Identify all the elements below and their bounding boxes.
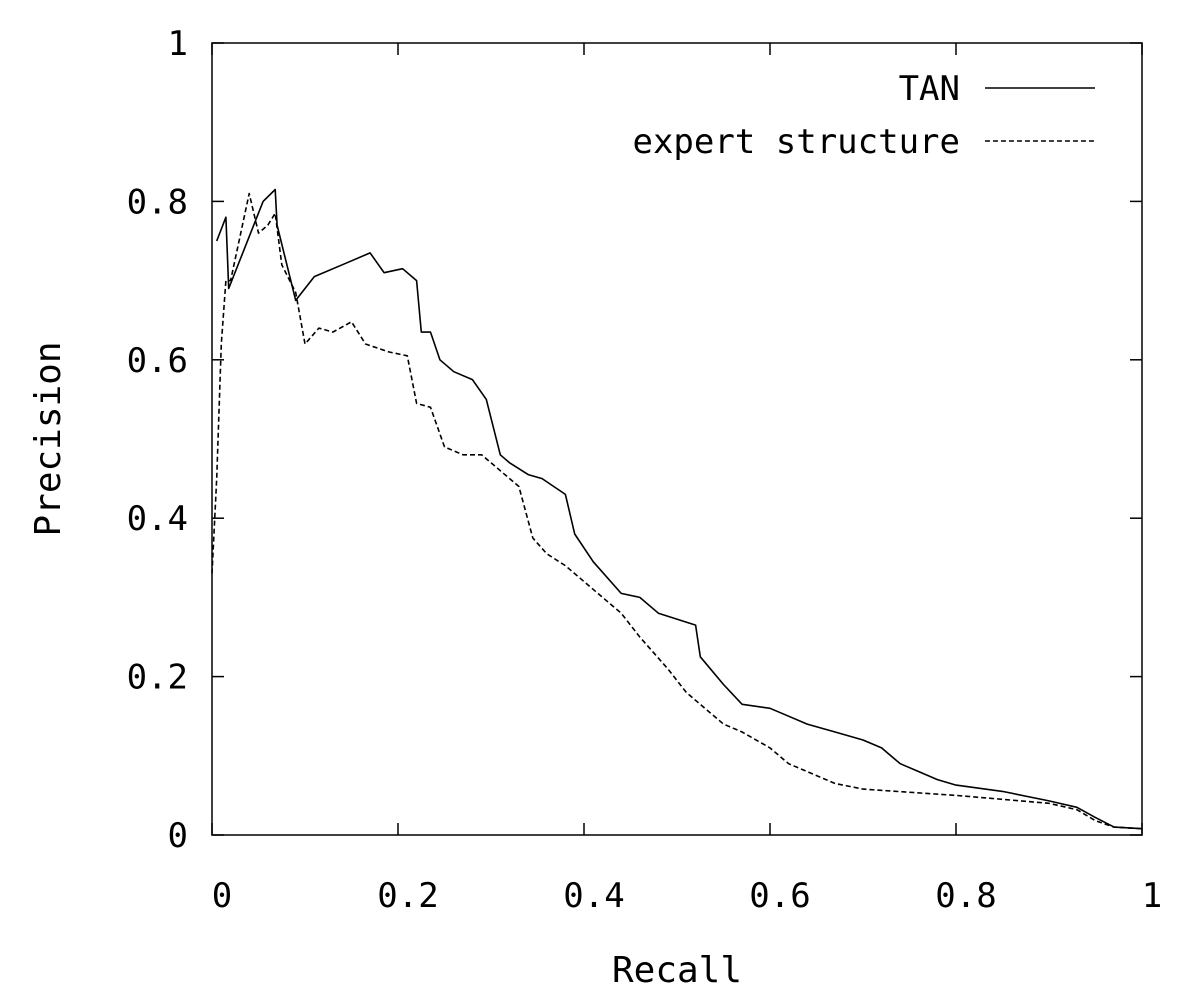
x-tick-label: 0.2 bbox=[377, 876, 438, 916]
axis-ticks bbox=[211, 42, 1143, 836]
tick-labels: 0 0.2 0.4 0.6 0.8 1 0 0.2 0.4 0.6 0.8 1 bbox=[127, 24, 1163, 916]
plot-lines bbox=[211, 188, 1143, 830]
x-tick-label: 0.6 bbox=[749, 876, 810, 916]
plot-frame bbox=[211, 42, 1143, 836]
legend-label: TAN bbox=[899, 69, 960, 109]
y-tick-label: 0 bbox=[168, 816, 188, 856]
y-tick-label: 1 bbox=[168, 24, 188, 64]
x-axis-label: Recall bbox=[612, 950, 742, 991]
y-tick-label: 0.8 bbox=[127, 182, 188, 222]
x-tick-label: 0.8 bbox=[935, 876, 996, 916]
series-line-tan bbox=[215, 188, 1143, 830]
legend-label: expert structure bbox=[632, 122, 960, 162]
y-tick-label: 0.2 bbox=[127, 658, 188, 698]
x-tick-label: 0.4 bbox=[563, 876, 624, 916]
y-tick-label: 0.4 bbox=[127, 499, 188, 539]
legend: TAN expert structure bbox=[632, 69, 1095, 162]
y-axis-label: Precision bbox=[28, 341, 69, 536]
x-tick-label: 0 bbox=[212, 876, 232, 916]
series-line-expert-structure bbox=[211, 192, 1143, 830]
y-tick-label: 0.6 bbox=[127, 341, 188, 381]
x-tick-label: 1 bbox=[1142, 876, 1162, 916]
